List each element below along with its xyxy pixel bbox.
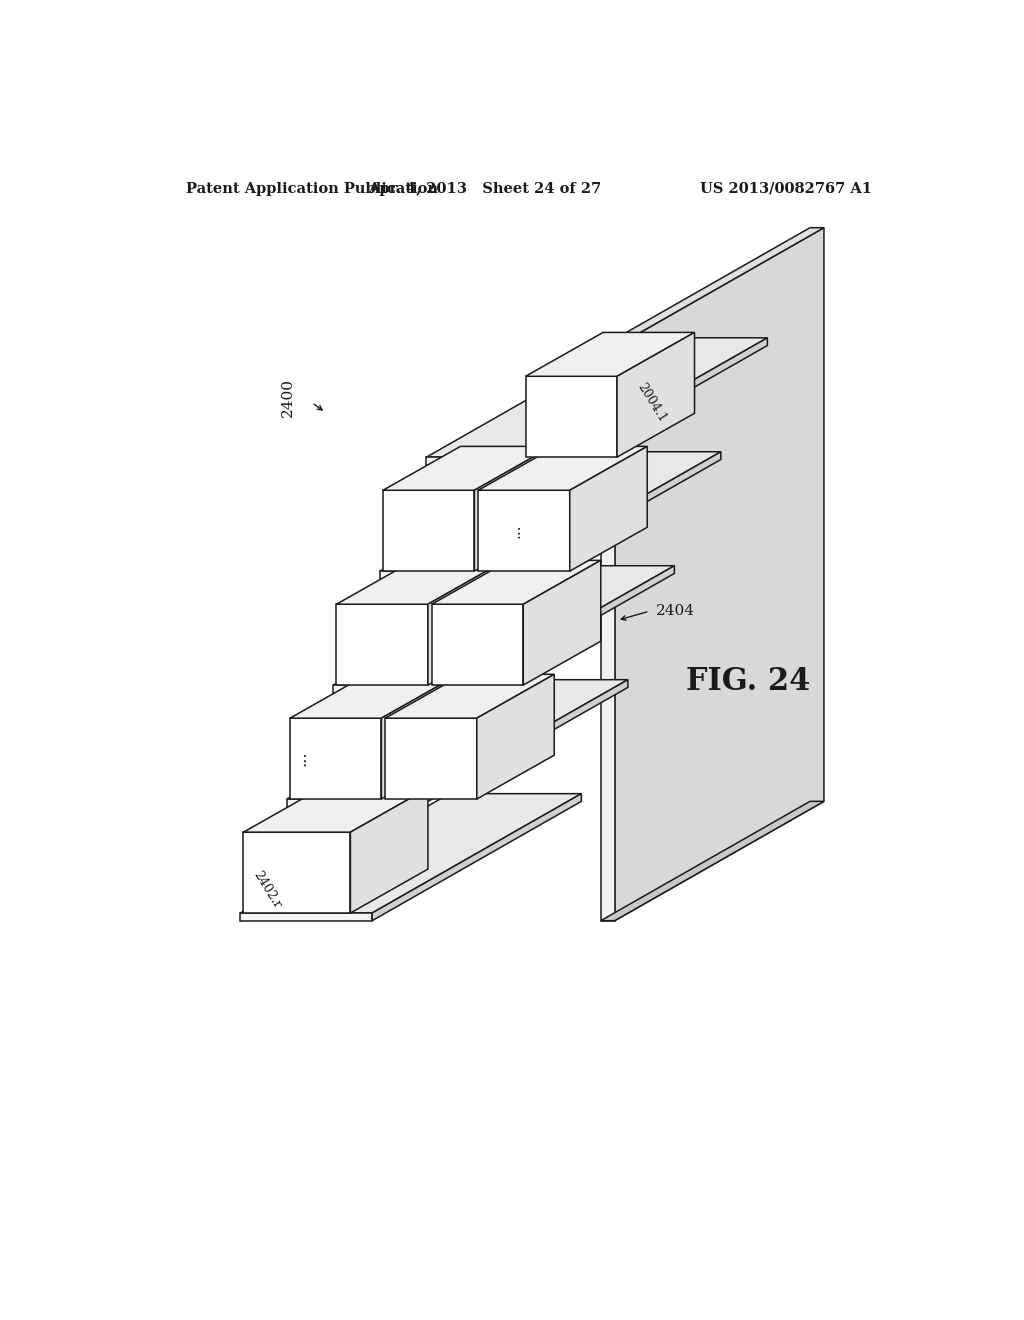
Polygon shape <box>334 685 465 693</box>
Polygon shape <box>381 675 459 799</box>
Text: Patent Application Publication: Patent Application Publication <box>186 182 438 195</box>
Text: 2404: 2404 <box>655 605 694 618</box>
Text: ···: ··· <box>512 524 526 539</box>
Polygon shape <box>525 376 617 457</box>
Polygon shape <box>287 799 419 807</box>
Polygon shape <box>601 347 614 921</box>
Polygon shape <box>244 788 428 832</box>
Polygon shape <box>350 788 428 913</box>
Polygon shape <box>569 446 647 572</box>
Polygon shape <box>290 675 459 718</box>
Polygon shape <box>477 675 554 799</box>
Polygon shape <box>426 457 558 465</box>
Polygon shape <box>478 490 569 572</box>
Text: 2402.r: 2402.r <box>250 869 284 911</box>
Polygon shape <box>426 338 767 457</box>
Text: Apr. 4, 2013   Sheet 24 of 27: Apr. 4, 2013 Sheet 24 of 27 <box>368 182 601 195</box>
Polygon shape <box>290 718 381 799</box>
Polygon shape <box>337 605 428 685</box>
Polygon shape <box>512 451 721 579</box>
Text: 2004.1: 2004.1 <box>635 381 669 425</box>
Polygon shape <box>465 566 675 693</box>
Polygon shape <box>383 446 552 490</box>
Polygon shape <box>601 801 824 921</box>
Polygon shape <box>478 446 647 490</box>
Text: US 2013/0082767 A1: US 2013/0082767 A1 <box>700 182 872 195</box>
Polygon shape <box>601 227 824 347</box>
Polygon shape <box>614 227 824 921</box>
Polygon shape <box>525 333 694 376</box>
Polygon shape <box>380 451 721 572</box>
Polygon shape <box>523 561 601 685</box>
Polygon shape <box>372 793 582 921</box>
Polygon shape <box>617 333 694 457</box>
Polygon shape <box>241 793 582 913</box>
Polygon shape <box>241 913 372 921</box>
Polygon shape <box>244 832 350 913</box>
Polygon shape <box>287 680 628 799</box>
Polygon shape <box>419 680 628 807</box>
Polygon shape <box>432 605 523 685</box>
Text: FIG. 24: FIG. 24 <box>686 667 810 697</box>
Polygon shape <box>474 446 552 572</box>
Polygon shape <box>380 572 512 579</box>
Polygon shape <box>432 561 601 605</box>
Polygon shape <box>385 675 554 718</box>
Polygon shape <box>383 490 474 572</box>
Polygon shape <box>428 561 506 685</box>
Text: ···: ··· <box>298 751 314 767</box>
Polygon shape <box>337 561 506 605</box>
Text: 2400: 2400 <box>282 378 296 417</box>
Polygon shape <box>558 338 767 465</box>
Polygon shape <box>334 566 675 685</box>
Polygon shape <box>385 718 477 799</box>
